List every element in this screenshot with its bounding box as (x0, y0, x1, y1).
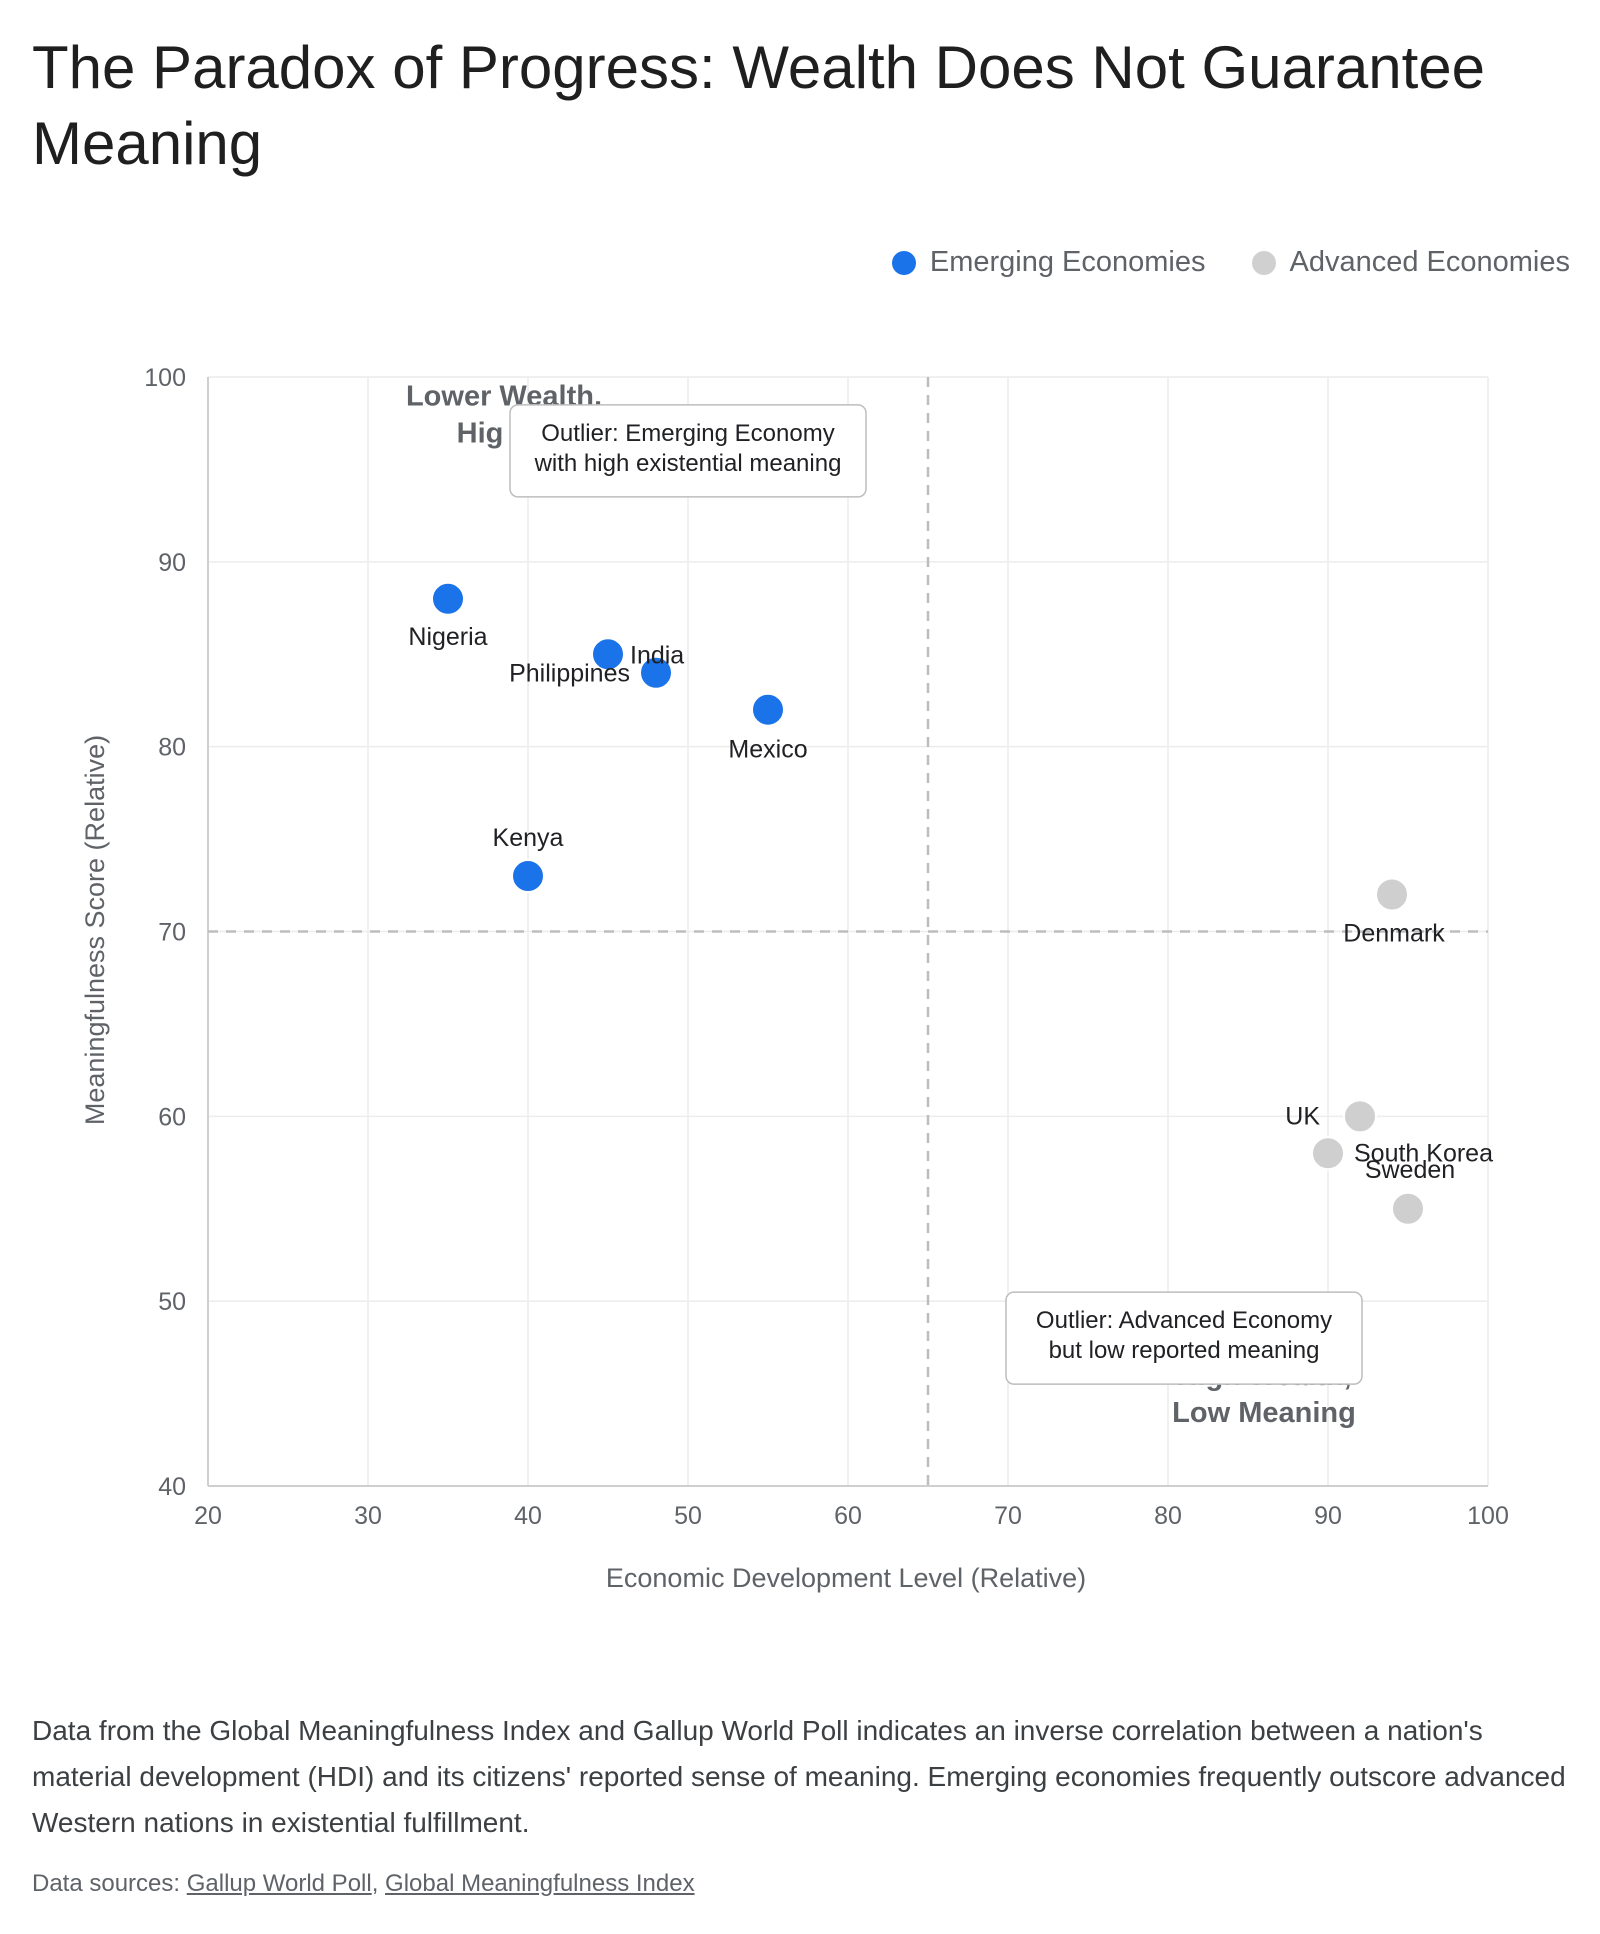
point-label-nigeria: Nigeria (408, 623, 487, 651)
point-label-denmark: Denmark (1343, 920, 1445, 948)
legend-label-advanced: Advanced Economies (1289, 246, 1571, 278)
y-tick-label: 40 (158, 1473, 186, 1501)
x-tick-label: 70 (994, 1502, 1022, 1530)
legend-label-emerging: Emerging Economies (929, 246, 1206, 278)
legend-item-advanced[interactable]: Advanced Economies (1251, 246, 1571, 279)
x-tick-label: 100 (1467, 1502, 1509, 1530)
point-label-philippines: Philippines (509, 659, 630, 687)
point-label-south-korea: South Korea (1354, 1139, 1493, 1167)
y-tick-label: 100 (144, 364, 186, 392)
annotation-text: Outlier: Advanced Economy (1036, 1307, 1332, 1334)
y-tick-label: 80 (158, 734, 186, 762)
x-tick-label: 40 (514, 1502, 542, 1530)
quadrant-label: Low Meaning (1172, 1397, 1356, 1429)
annotation-box (509, 404, 867, 498)
quadrant-label: Hig (457, 417, 504, 449)
data-sources: Data sources: Gallup World Poll, Global … (32, 1870, 695, 1898)
x-tick-label: 20 (194, 1502, 222, 1530)
point-label-kenya: Kenya (493, 824, 564, 852)
axes: 20 30 40 50 60 70 80 90 100 40 50 60 70 80 90 100 (144, 364, 1509, 1530)
data-point-sweden (1391, 1191, 1425, 1226)
y-tick-label: 60 (158, 1103, 186, 1131)
legend: Emerging Economies Advanced Economies (891, 246, 1571, 279)
legend-item-emerging[interactable]: Emerging Economies (891, 246, 1206, 279)
data-point-kenya (511, 859, 545, 894)
annotation-text: but low reported meaning (1049, 1337, 1320, 1364)
y-tick-label: 50 (158, 1288, 186, 1316)
x-tick-label: 80 (1154, 1502, 1182, 1530)
sources-prefix: Data sources: (32, 1870, 187, 1897)
source-link-gallup[interactable]: Gallup World Poll (186, 1870, 372, 1897)
data-point-india (639, 655, 673, 690)
legend-swatch-emerging (891, 250, 916, 275)
annotation-text: with high existential meaning (534, 450, 842, 477)
annotations: Outlier: Emerging Economy with high exist… (509, 404, 1363, 1385)
sources-separator: , (371, 1870, 386, 1897)
legend-swatch-advanced (1251, 250, 1276, 275)
data-point-south-korea (1311, 1136, 1345, 1171)
data-points (431, 581, 1425, 1226)
x-tick-label: 60 (834, 1502, 862, 1530)
point-label-india: India (630, 642, 684, 670)
reference-lines (208, 377, 1488, 1486)
quadrant-labels: Lower Wealth,HigHigh Wealth,Low Meaning (406, 380, 1356, 1429)
data-point-denmark (1375, 877, 1409, 912)
chart-title: The Paradox of Progress: Wealth Does Not… (32, 34, 1485, 177)
x-tick-label: 50 (674, 1502, 702, 1530)
point-label-mexico: Mexico (728, 736, 807, 764)
x-tick-label: 90 (1314, 1502, 1342, 1530)
annotation-box (1005, 1291, 1363, 1385)
scatter-chart: 20 30 40 50 60 70 80 90 100 40 50 60 70 80 90 100 Lower… (80, 364, 1509, 1593)
annotation-text: Outlier: Emerging Economy (541, 420, 834, 447)
data-point-mexico (751, 692, 785, 727)
source-link-gmi[interactable]: Global Meaningfulness Index (385, 1870, 695, 1897)
point-label-sweden: Sweden (1365, 1156, 1455, 1184)
y-tick-label: 70 (158, 919, 186, 947)
x-axis-label: Economic Development Level (Relative) (606, 1563, 1086, 1593)
data-point-uk (1343, 1099, 1377, 1134)
data-point-nigeria (431, 581, 465, 616)
data-point-philippines (591, 637, 625, 672)
y-axis-label: Meaningfulness Score (Relative) (80, 735, 110, 1125)
y-tick-label: 90 (158, 549, 186, 577)
point-label-uk: UK (1285, 1102, 1320, 1130)
chart-description: Data from the Global Meaningfulness Inde… (32, 1715, 1566, 1838)
x-tick-label: 30 (354, 1502, 382, 1530)
